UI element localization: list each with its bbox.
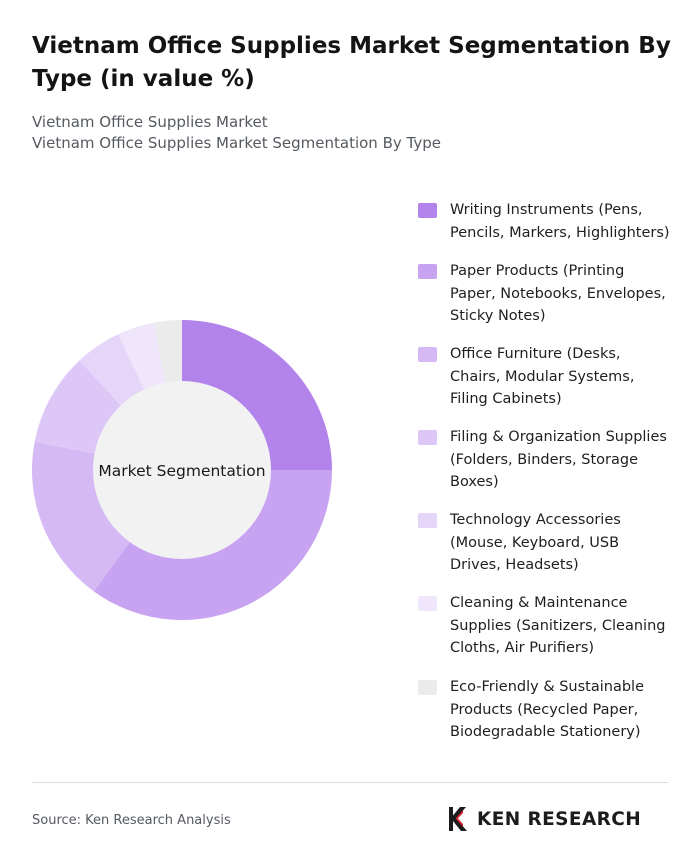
chart-title: Vietnam Office Supplies Market Segmentat…	[32, 33, 671, 92]
legend-swatch	[418, 596, 437, 611]
legend-label: Filing & Organization Supplies (Folders,…	[450, 429, 667, 490]
legend-item: Technology Accessories (Mouse, Keyboard,…	[418, 509, 672, 577]
legend-label: Technology Accessories (Mouse, Keyboard,…	[450, 512, 621, 573]
legend-label: Paper Products (Printing Paper, Notebook…	[450, 263, 666, 324]
legend-item: Cleaning & Maintenance Supplies (Sanitiz…	[418, 592, 672, 660]
legend-item: Paper Products (Printing Paper, Notebook…	[418, 260, 672, 328]
legend-swatch	[418, 430, 437, 445]
footer-divider	[32, 782, 668, 783]
center-label: Market Segmentation	[98, 462, 265, 480]
legend-item: Eco-Friendly & Sustainable Products (Rec…	[418, 676, 672, 744]
legend-item: Writing Instruments (Pens, Pencils, Mark…	[418, 199, 672, 244]
legend-swatch	[418, 264, 437, 279]
legend-swatch	[418, 203, 437, 218]
legend-label: Office Furniture (Desks, Chairs, Modular…	[450, 346, 635, 407]
legend-label: Writing Instruments (Pens, Pencils, Mark…	[450, 202, 670, 241]
donut-center	[93, 381, 271, 559]
legend-label: Eco-Friendly & Sustainable Products (Rec…	[450, 679, 645, 740]
legend-label: Cleaning & Maintenance Supplies (Sanitiz…	[450, 595, 666, 656]
legend-item: Office Furniture (Desks, Chairs, Modular…	[418, 343, 672, 411]
legend-swatch	[418, 347, 437, 362]
ken-research-logo-icon	[449, 807, 467, 831]
legend-item: Filing & Organization Supplies (Folders,…	[418, 426, 672, 494]
subtitle-market: Vietnam Office Supplies Market	[32, 113, 268, 131]
legend-swatch	[418, 513, 437, 528]
legend-swatch	[418, 680, 437, 695]
logo-text: KEN RESEARCH	[477, 808, 642, 830]
subtitle-segmentation: Vietnam Office Supplies Market Segmentat…	[32, 134, 441, 152]
source-note: Source: Ken Research Analysis	[32, 813, 231, 828]
donut-chart: Market Segmentation	[31, 320, 332, 620]
ken-research-logo: KEN RESEARCH	[447, 806, 641, 832]
